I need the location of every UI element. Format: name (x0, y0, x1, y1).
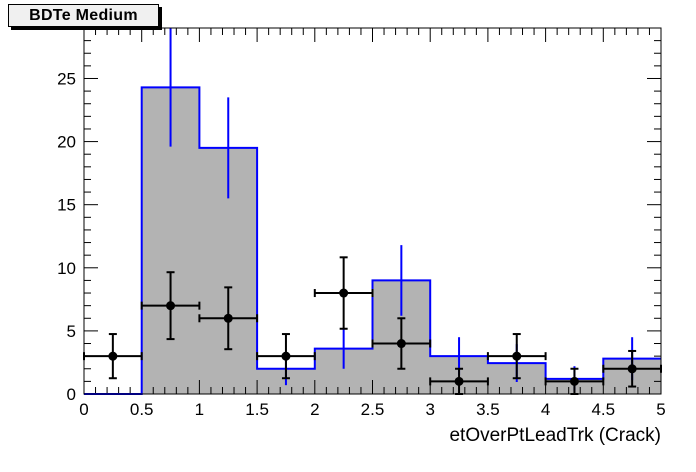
x-tick-label: 0.5 (130, 400, 154, 419)
data-point-marker (108, 351, 118, 361)
x-tick-label: 3 (425, 400, 434, 419)
data-point-marker (454, 376, 464, 386)
data-point-marker (627, 364, 637, 374)
plot-frame (83, 27, 662, 395)
y-axis-labels: 0 5 10 15 20 25 (57, 69, 76, 404)
data-point-marker (339, 288, 349, 298)
data-point (313, 256, 374, 330)
y-tick-label: 15 (57, 196, 76, 215)
mc-histogram-outline (84, 86, 661, 395)
x-tick-label: 4.5 (591, 400, 615, 419)
x-axis-labels: 0 0.5 1 1.5 2 2.5 3 3.5 4 4.5 5 (79, 400, 665, 419)
x-tick-label: 5 (656, 400, 665, 419)
x-tick-label: 1 (195, 400, 204, 419)
y-tick-label: 0 (67, 385, 76, 404)
x-axis-title: etOverPtLeadTrk (Crack) (449, 425, 661, 446)
y-tick-label: 5 (67, 322, 76, 341)
y-tick-label: 20 (57, 133, 76, 152)
data-point (140, 271, 201, 341)
data-point (256, 333, 316, 380)
x-tick-label: 4 (541, 400, 550, 419)
data-point-marker (512, 351, 522, 361)
data-point (486, 333, 547, 380)
data-point-marker (281, 351, 291, 361)
plot-title: BDTe Medium (29, 6, 138, 24)
data-point (198, 286, 259, 351)
data-point (429, 367, 489, 395)
x-tick-label: 2 (310, 400, 319, 419)
x-tick-label: 2.5 (361, 400, 385, 419)
data-point (371, 317, 432, 370)
x-tick-label: 1.5 (245, 400, 269, 419)
x-tick-label: 3.5 (476, 400, 500, 419)
data-point-marker (569, 376, 579, 386)
data-point-marker (223, 313, 233, 323)
title-box: BDTe Medium (8, 4, 159, 27)
x-tick-label: 0 (79, 400, 88, 419)
data-point-marker (166, 301, 176, 311)
data-point-marker (396, 339, 406, 349)
data-points (83, 256, 662, 395)
y-tick-label: 10 (57, 259, 76, 278)
y-tick-label: 25 (57, 69, 76, 88)
data-point (83, 333, 143, 380)
